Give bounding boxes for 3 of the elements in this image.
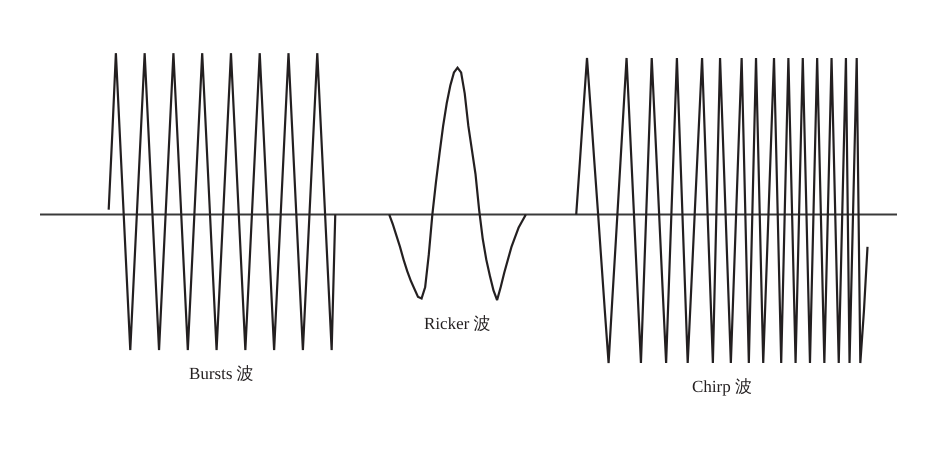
series-label: Ricker 波 <box>424 314 491 333</box>
series-label: Bursts 波 <box>189 364 254 383</box>
series-label: Chirp 波 <box>692 377 752 396</box>
